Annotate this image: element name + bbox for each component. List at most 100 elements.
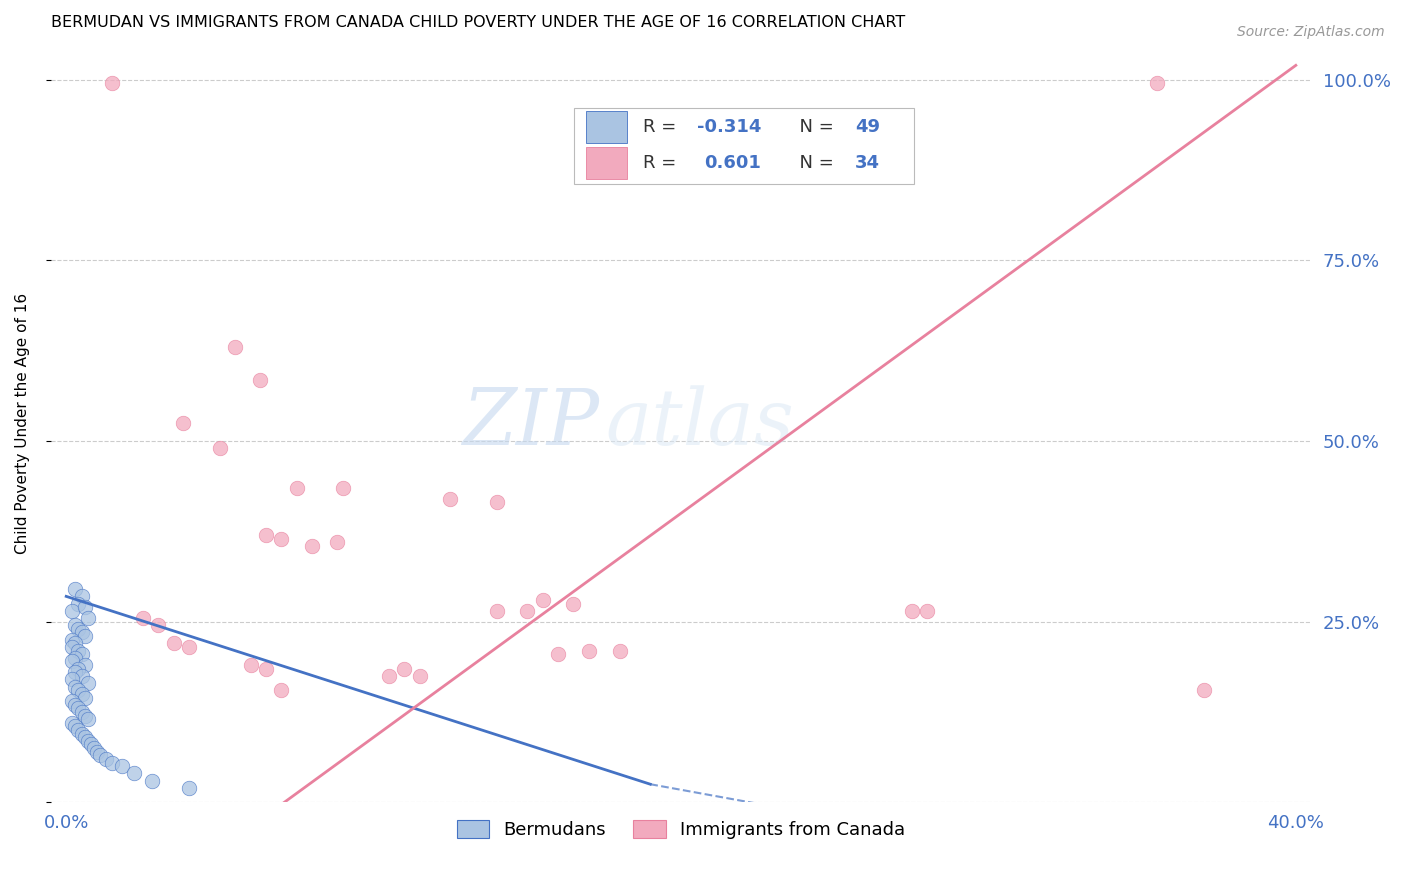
- Point: [65, 582, 87, 596]
- Point: [485, 604, 508, 618]
- Point: [179, 640, 201, 654]
- Point: [83, 741, 105, 756]
- Point: [67, 622, 90, 636]
- Point: [224, 340, 246, 354]
- Point: [1146, 77, 1168, 91]
- Point: [76, 676, 98, 690]
- Text: Source: ZipAtlas.com: Source: ZipAtlas.com: [1237, 25, 1385, 39]
- Point: [578, 643, 600, 657]
- Point: [60, 640, 83, 654]
- Point: [89, 748, 111, 763]
- Point: [67, 723, 90, 737]
- Y-axis label: Child Poverty Under the Age of 16: Child Poverty Under the Age of 16: [15, 293, 30, 554]
- Point: [301, 539, 323, 553]
- Point: [60, 654, 83, 668]
- Point: [67, 597, 90, 611]
- Point: [60, 673, 83, 687]
- Point: [547, 647, 569, 661]
- Point: [239, 658, 262, 673]
- Text: N =: N =: [789, 153, 839, 172]
- Point: [67, 683, 90, 698]
- Text: 0.601: 0.601: [703, 153, 761, 172]
- Text: R =: R =: [643, 118, 682, 136]
- Point: [163, 636, 186, 650]
- Point: [332, 481, 354, 495]
- Point: [73, 658, 96, 673]
- Point: [65, 665, 87, 680]
- Point: [915, 604, 938, 618]
- Point: [60, 604, 83, 618]
- Point: [70, 669, 93, 683]
- Text: 34: 34: [855, 153, 880, 172]
- Point: [485, 495, 508, 509]
- Point: [60, 632, 83, 647]
- Point: [76, 734, 98, 748]
- Point: [179, 780, 201, 795]
- Point: [270, 683, 292, 698]
- Point: [65, 680, 87, 694]
- Point: [80, 738, 103, 752]
- Point: [67, 643, 90, 657]
- Text: BERMUDAN VS IMMIGRANTS FROM CANADA CHILD POVERTY UNDER THE AGE OF 16 CORRELATION: BERMUDAN VS IMMIGRANTS FROM CANADA CHILD…: [51, 15, 905, 30]
- Point: [531, 593, 554, 607]
- Point: [254, 528, 277, 542]
- Point: [73, 731, 96, 745]
- Point: [70, 625, 93, 640]
- Point: [132, 611, 155, 625]
- Point: [208, 442, 231, 456]
- Text: ZIP: ZIP: [463, 384, 599, 461]
- Point: [76, 611, 98, 625]
- Point: [378, 669, 401, 683]
- Point: [65, 650, 87, 665]
- Point: [270, 532, 292, 546]
- Point: [110, 759, 132, 773]
- Point: [65, 698, 87, 712]
- Point: [285, 481, 308, 495]
- Point: [172, 416, 194, 430]
- Point: [60, 694, 83, 708]
- Point: [1192, 683, 1215, 698]
- Point: [249, 373, 271, 387]
- Point: [101, 756, 124, 770]
- Point: [67, 662, 90, 676]
- Text: 49: 49: [855, 118, 880, 136]
- Point: [60, 715, 83, 730]
- Point: [73, 708, 96, 723]
- Text: atlas: atlas: [606, 384, 794, 461]
- Point: [562, 597, 585, 611]
- Point: [65, 618, 87, 632]
- Point: [122, 766, 145, 780]
- Point: [65, 719, 87, 733]
- Point: [73, 690, 96, 705]
- Point: [96, 752, 118, 766]
- Point: [70, 647, 93, 661]
- Point: [76, 712, 98, 726]
- Point: [86, 745, 108, 759]
- Point: [73, 600, 96, 615]
- Text: R =: R =: [643, 153, 688, 172]
- FancyBboxPatch shape: [586, 147, 627, 178]
- Point: [609, 643, 631, 657]
- Point: [439, 491, 461, 506]
- Point: [70, 687, 93, 701]
- Point: [325, 535, 347, 549]
- Point: [70, 726, 93, 740]
- Text: N =: N =: [789, 118, 839, 136]
- Point: [394, 662, 416, 676]
- Legend: Bermudans, Immigrants from Canada: Bermudans, Immigrants from Canada: [450, 814, 912, 847]
- Point: [141, 773, 163, 788]
- Point: [67, 701, 90, 715]
- Point: [409, 669, 432, 683]
- Point: [73, 629, 96, 643]
- Point: [70, 705, 93, 719]
- FancyBboxPatch shape: [586, 112, 627, 143]
- FancyBboxPatch shape: [574, 108, 914, 184]
- Point: [254, 662, 277, 676]
- Point: [516, 604, 538, 618]
- Point: [900, 604, 922, 618]
- Point: [101, 77, 124, 91]
- Point: [70, 590, 93, 604]
- Point: [65, 636, 87, 650]
- Point: [148, 618, 170, 632]
- Text: -0.314: -0.314: [697, 118, 762, 136]
